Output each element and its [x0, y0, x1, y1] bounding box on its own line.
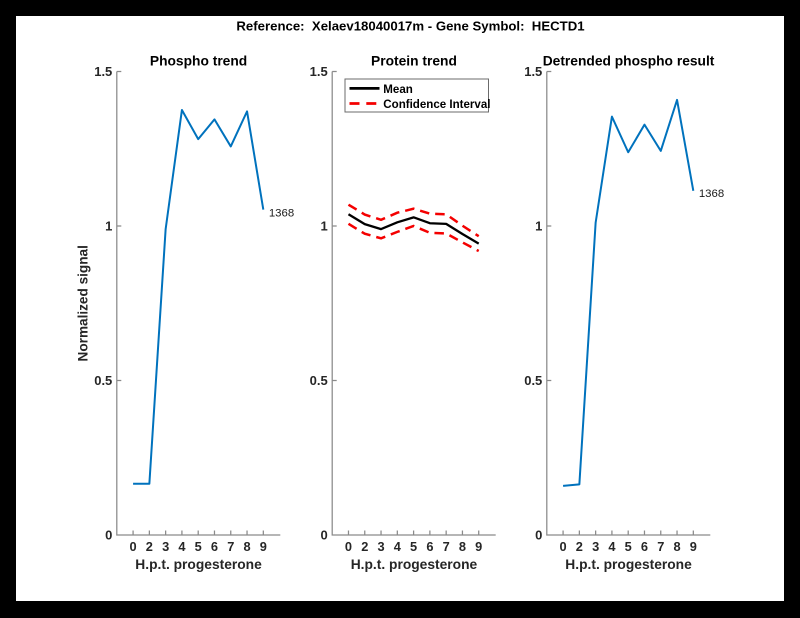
svg-text:3: 3 [592, 539, 599, 554]
svg-text:6: 6 [426, 539, 433, 554]
svg-text:1368: 1368 [699, 188, 724, 200]
svg-text:0: 0 [535, 528, 542, 543]
svg-text:6: 6 [641, 539, 648, 554]
svg-text:2: 2 [576, 539, 583, 554]
svg-text:Confidence Interval: Confidence Interval [383, 99, 490, 111]
svg-text:2: 2 [361, 539, 368, 554]
svg-text:9: 9 [475, 539, 482, 554]
svg-text:0: 0 [345, 539, 352, 554]
svg-text:1: 1 [105, 219, 112, 234]
svg-text:1.5: 1.5 [524, 64, 542, 79]
svg-text:5: 5 [410, 539, 417, 554]
svg-text:1: 1 [320, 219, 327, 234]
svg-text:Mean: Mean [383, 84, 413, 96]
svg-text:0.5: 0.5 [310, 373, 328, 388]
svg-text:4: 4 [608, 539, 616, 554]
svg-text:9: 9 [260, 539, 267, 554]
svg-text:H.p.t. progesterone: H.p.t. progesterone [565, 557, 692, 572]
svg-text:Normalized signal: Normalized signal [76, 245, 91, 361]
svg-text:8: 8 [243, 539, 250, 554]
svg-text:7: 7 [657, 539, 664, 554]
svg-text:4: 4 [394, 539, 402, 554]
svg-text:0: 0 [320, 528, 327, 543]
svg-text:Protein trend: Protein trend [371, 54, 457, 69]
svg-text:H.p.t. progesterone: H.p.t. progesterone [351, 557, 478, 572]
svg-text:1368: 1368 [269, 207, 294, 219]
svg-text:7: 7 [443, 539, 450, 554]
svg-text:3: 3 [377, 539, 384, 554]
svg-text:0.5: 0.5 [524, 373, 542, 388]
svg-text:1.5: 1.5 [94, 64, 112, 79]
svg-text:Detrended phospho result: Detrended phospho result [543, 54, 715, 69]
svg-text:0.5: 0.5 [94, 373, 112, 388]
svg-text:1: 1 [535, 219, 542, 234]
svg-text:5: 5 [195, 539, 202, 554]
svg-text:3: 3 [162, 539, 169, 554]
svg-text:8: 8 [459, 539, 466, 554]
svg-text:8: 8 [673, 539, 680, 554]
svg-text:7: 7 [227, 539, 234, 554]
svg-text:1.5: 1.5 [310, 64, 328, 79]
svg-text:Phospho trend: Phospho trend [150, 54, 247, 69]
svg-text:2: 2 [146, 539, 153, 554]
svg-text:H.p.t. progesterone: H.p.t. progesterone [135, 557, 262, 572]
svg-text:6: 6 [211, 539, 218, 554]
svg-text:0: 0 [105, 528, 112, 543]
svg-text:0: 0 [130, 539, 137, 554]
svg-text:4: 4 [178, 539, 186, 554]
svg-text:0: 0 [560, 539, 567, 554]
svg-text:5: 5 [625, 539, 632, 554]
svg-text:9: 9 [690, 539, 697, 554]
svg-text:Reference: Xelaev18040017m -: Reference: Xelaev18040017m - Gene Symbol… [236, 18, 584, 33]
